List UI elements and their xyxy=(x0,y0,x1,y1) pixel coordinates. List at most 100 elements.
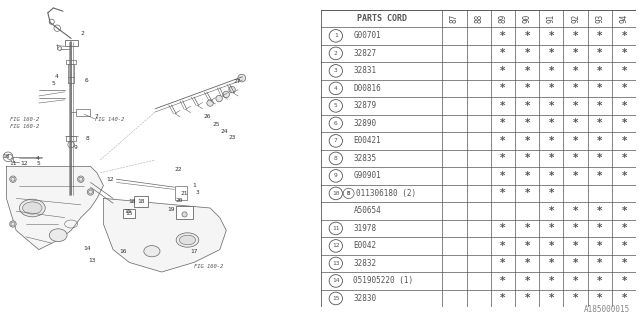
Text: *: * xyxy=(573,259,579,268)
Text: *: * xyxy=(573,171,579,181)
Circle shape xyxy=(329,257,342,270)
Text: *: * xyxy=(500,66,506,76)
Ellipse shape xyxy=(179,235,196,245)
Text: 32835: 32835 xyxy=(353,154,376,163)
Text: *: * xyxy=(573,293,579,303)
Text: *: * xyxy=(573,48,579,58)
Text: 12: 12 xyxy=(106,177,114,182)
Text: *: * xyxy=(524,101,530,111)
Circle shape xyxy=(182,212,187,217)
Text: 90: 90 xyxy=(523,14,532,23)
Text: 3: 3 xyxy=(334,68,338,73)
Text: 3: 3 xyxy=(195,189,199,195)
Text: 1: 1 xyxy=(334,33,338,38)
Text: *: * xyxy=(597,101,602,111)
Text: *: * xyxy=(621,223,627,233)
Text: *: * xyxy=(621,48,627,58)
Ellipse shape xyxy=(144,246,160,257)
Text: *: * xyxy=(597,153,602,164)
Text: *: * xyxy=(548,171,554,181)
Circle shape xyxy=(329,187,342,200)
Text: 11: 11 xyxy=(332,226,340,231)
Text: 5: 5 xyxy=(37,161,41,166)
Circle shape xyxy=(329,275,342,287)
Text: 2: 2 xyxy=(334,51,338,56)
Text: *: * xyxy=(500,188,506,198)
Text: 31978: 31978 xyxy=(353,224,376,233)
Text: *: * xyxy=(548,188,554,198)
Text: *: * xyxy=(597,293,602,303)
Text: *: * xyxy=(524,31,530,41)
Text: *: * xyxy=(548,101,554,111)
Text: *: * xyxy=(524,293,530,303)
Circle shape xyxy=(216,95,222,102)
Text: *: * xyxy=(500,118,506,128)
Text: 8: 8 xyxy=(334,156,338,161)
Text: *: * xyxy=(597,84,602,93)
Text: *: * xyxy=(500,171,506,181)
Circle shape xyxy=(223,91,230,98)
Circle shape xyxy=(10,221,16,227)
Text: 11: 11 xyxy=(9,161,17,166)
Text: *: * xyxy=(621,118,627,128)
Text: *: * xyxy=(500,223,506,233)
Text: *: * xyxy=(597,171,602,181)
Text: *: * xyxy=(573,206,579,216)
Text: FIG 160-2: FIG 160-2 xyxy=(194,264,223,269)
Circle shape xyxy=(329,29,342,42)
Text: *: * xyxy=(573,118,579,128)
Text: 23: 23 xyxy=(229,135,236,140)
Bar xyxy=(68,64,74,77)
Circle shape xyxy=(329,82,342,95)
Text: B: B xyxy=(347,191,350,196)
Text: 2: 2 xyxy=(81,31,84,36)
Text: 94: 94 xyxy=(620,14,628,23)
Text: G90901: G90901 xyxy=(353,172,381,180)
Text: *: * xyxy=(621,153,627,164)
Text: 15: 15 xyxy=(124,209,131,214)
Text: *: * xyxy=(548,206,554,216)
Text: *: * xyxy=(524,241,530,251)
Text: 4: 4 xyxy=(334,86,338,91)
Text: 14: 14 xyxy=(332,278,340,284)
Circle shape xyxy=(77,176,84,182)
Circle shape xyxy=(329,222,342,235)
Text: *: * xyxy=(524,259,530,268)
Text: *: * xyxy=(548,153,554,164)
Text: 20: 20 xyxy=(175,197,183,203)
Text: 18: 18 xyxy=(137,199,145,204)
Text: 92: 92 xyxy=(571,14,580,23)
Text: 12: 12 xyxy=(332,244,340,248)
Text: *: * xyxy=(621,84,627,93)
Text: *: * xyxy=(548,276,554,286)
Text: 14: 14 xyxy=(83,245,91,251)
Text: *: * xyxy=(500,31,506,41)
Text: *: * xyxy=(548,66,554,76)
Text: 10: 10 xyxy=(332,191,340,196)
Text: *: * xyxy=(621,31,627,41)
Text: *: * xyxy=(524,153,530,164)
Text: A185000015: A185000015 xyxy=(584,305,630,314)
Text: 6: 6 xyxy=(334,121,338,126)
Text: *: * xyxy=(524,48,530,58)
Text: *: * xyxy=(621,259,627,268)
Bar xyxy=(67,136,76,141)
Text: 32832: 32832 xyxy=(353,259,376,268)
Text: *: * xyxy=(597,241,602,251)
Text: *: * xyxy=(573,31,579,41)
Text: *: * xyxy=(573,66,579,76)
Text: *: * xyxy=(500,259,506,268)
Circle shape xyxy=(329,47,342,60)
Text: 4: 4 xyxy=(54,74,58,79)
Text: 011306180 (2): 011306180 (2) xyxy=(356,189,417,198)
Text: 32830: 32830 xyxy=(353,294,376,303)
Text: 13: 13 xyxy=(88,258,96,263)
Text: *: * xyxy=(548,84,554,93)
Bar xyxy=(67,60,76,64)
Circle shape xyxy=(329,117,342,130)
Text: *: * xyxy=(500,101,506,111)
Circle shape xyxy=(238,74,246,82)
Text: 27: 27 xyxy=(234,79,241,84)
Text: *: * xyxy=(548,136,554,146)
Text: *: * xyxy=(548,241,554,251)
